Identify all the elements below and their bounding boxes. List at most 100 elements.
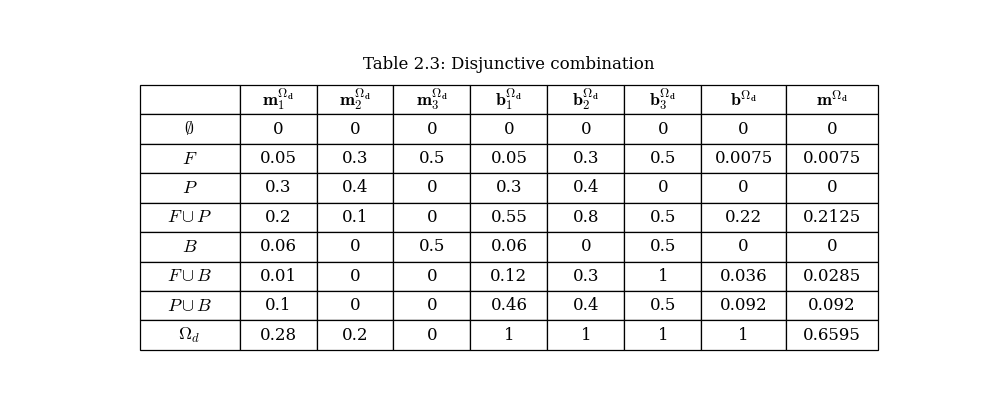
Text: 0.4: 0.4 [573,297,599,314]
Text: 0.036: 0.036 [720,268,768,285]
Bar [625,203,701,232]
Bar [393,85,471,114]
Text: 0.2125: 0.2125 [803,209,861,226]
Text: 0: 0 [427,121,437,138]
Text: 0.8: 0.8 [573,209,599,226]
Bar [393,262,471,291]
Text: 0.5: 0.5 [649,238,676,255]
Text: 0: 0 [739,238,749,255]
Bar [239,173,317,203]
Text: $\mathbf{b}_\mathbf{1}^{\mathbf{\Omega_d}}$: $\mathbf{b}_\mathbf{1}^{\mathbf{\Omega_d… [496,86,522,113]
Bar [547,85,625,114]
Text: 0.5: 0.5 [649,297,676,314]
Bar [317,232,393,262]
Text: 0: 0 [427,327,437,344]
Bar [625,262,701,291]
Bar [786,85,878,114]
Text: 0: 0 [350,297,360,314]
Bar [139,173,239,203]
Text: Table 2.3: Disjunctive combination: Table 2.3: Disjunctive combination [363,56,654,73]
Bar [139,232,239,262]
Bar [786,144,878,173]
Bar [701,232,786,262]
Bar [471,320,547,350]
Text: 0: 0 [657,180,668,196]
Text: $\emptyset$: $\emptyset$ [185,120,195,138]
Bar [239,203,317,232]
Bar [701,85,786,114]
Text: 0.2: 0.2 [342,327,368,344]
Text: 0.5: 0.5 [419,150,445,167]
Text: 0.28: 0.28 [259,327,297,344]
Text: 0.05: 0.05 [491,150,527,167]
Bar [471,173,547,203]
Text: 1: 1 [657,327,668,344]
Text: 0.0075: 0.0075 [803,150,861,167]
Bar [239,85,317,114]
Bar [317,320,393,350]
Bar [701,262,786,291]
Bar [139,203,239,232]
Text: 0.22: 0.22 [725,209,763,226]
Bar [471,232,547,262]
Bar [139,85,239,114]
Text: 0.0285: 0.0285 [803,268,861,285]
Text: 1: 1 [739,327,749,344]
Text: 0.3: 0.3 [342,150,368,167]
Text: 0.092: 0.092 [720,297,768,314]
Bar [393,173,471,203]
Text: 0: 0 [739,180,749,196]
Bar [317,291,393,320]
Bar [139,144,239,173]
Text: $\mathbf{b}_\mathbf{2}^{\mathbf{\Omega_d}}$: $\mathbf{b}_\mathbf{2}^{\mathbf{\Omega_d… [572,86,600,113]
Bar [239,232,317,262]
Bar [393,203,471,232]
Text: 0: 0 [827,238,837,255]
Bar [625,291,701,320]
Bar [547,232,625,262]
Bar [701,114,786,144]
Bar [625,173,701,203]
Text: 0.3: 0.3 [265,180,291,196]
Text: $\mathbf{m}^{\mathbf{\Omega_d}}$: $\mathbf{m}^{\mathbf{\Omega_d}}$ [816,90,848,110]
Text: $\mathbf{m}_\mathbf{2}^{\mathbf{\Omega_d}}$: $\mathbf{m}_\mathbf{2}^{\mathbf{\Omega_d… [339,86,371,113]
Text: $\mathbf{b}_\mathbf{3}^{\mathbf{\Omega_d}}$: $\mathbf{b}_\mathbf{3}^{\mathbf{\Omega_d… [649,86,676,113]
Text: 0.5: 0.5 [419,238,445,255]
Bar [393,291,471,320]
Bar [471,85,547,114]
Text: 0.3: 0.3 [573,150,599,167]
Text: 0.1: 0.1 [342,209,368,226]
Text: $P$: $P$ [182,179,198,197]
Bar [547,173,625,203]
Bar [547,114,625,144]
Text: 0: 0 [350,268,360,285]
Bar [547,144,625,173]
Bar [786,173,878,203]
Text: 0.12: 0.12 [491,268,527,285]
Bar [547,320,625,350]
Text: $\Omega_d$: $\Omega_d$ [179,326,201,345]
Bar [786,262,878,291]
Text: $B$: $B$ [182,238,198,256]
Bar [471,262,547,291]
Text: 0: 0 [427,268,437,285]
Bar [786,203,878,232]
Text: 0.2: 0.2 [265,209,291,226]
Text: 0.01: 0.01 [259,268,297,285]
Text: $F \cup P$: $F \cup P$ [167,208,213,226]
Text: 0.06: 0.06 [491,238,527,255]
Bar [139,114,239,144]
Bar [239,262,317,291]
Bar [317,85,393,114]
Text: 0: 0 [827,121,837,138]
Bar [547,262,625,291]
Text: $P \cup B$: $P \cup B$ [167,297,213,315]
Text: 0.6595: 0.6595 [803,327,861,344]
Text: 0: 0 [350,238,360,255]
Text: 0.5: 0.5 [649,209,676,226]
Text: 0: 0 [427,297,437,314]
Bar [317,173,393,203]
Bar [471,114,547,144]
Text: $\mathbf{m}_\mathbf{1}^{\mathbf{\Omega_d}}$: $\mathbf{m}_\mathbf{1}^{\mathbf{\Omega_d… [262,86,294,113]
Text: 0: 0 [581,238,591,255]
